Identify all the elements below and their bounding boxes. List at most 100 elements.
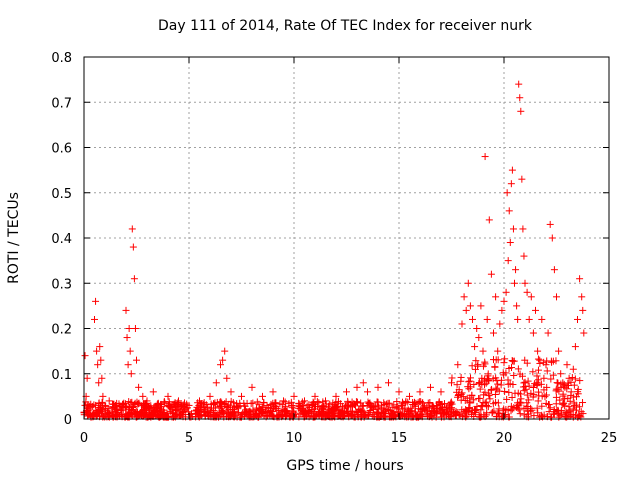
data-point	[519, 225, 527, 233]
dense-noise-band	[80, 355, 587, 421]
data-point	[93, 347, 101, 355]
data-marks	[80, 80, 588, 421]
data-point	[105, 397, 113, 405]
data-point	[514, 315, 522, 323]
data-point	[374, 383, 382, 391]
data-point	[227, 388, 235, 396]
data-point	[473, 325, 481, 332]
x-axis-title: GPS time / hours	[286, 458, 403, 474]
data-point	[364, 388, 371, 396]
data-point	[83, 374, 91, 382]
data-point	[99, 392, 107, 400]
y-tick-label: 0.7	[51, 96, 72, 111]
data-point	[164, 392, 172, 400]
data-point	[534, 347, 542, 355]
x-tick-label: 15	[391, 431, 408, 446]
data-point	[427, 383, 434, 391]
data-point	[550, 266, 558, 274]
data-point	[513, 302, 521, 310]
data-point	[95, 379, 103, 387]
data-point	[548, 234, 556, 242]
data-point	[504, 257, 512, 265]
data-point	[574, 315, 581, 323]
data-point	[553, 293, 560, 301]
data-point	[490, 329, 497, 337]
data-point	[517, 107, 525, 115]
data-point	[507, 180, 515, 188]
x-tick-label: 0	[80, 431, 88, 446]
data-point	[521, 279, 529, 287]
data-point	[395, 388, 403, 396]
data-point	[515, 80, 523, 88]
data-point	[269, 388, 277, 396]
data-point	[131, 325, 139, 332]
data-point	[503, 189, 511, 197]
data-point	[555, 347, 563, 355]
data-point	[127, 370, 135, 378]
y-tick-label: 0.6	[51, 142, 72, 157]
x-tick-labels: 0 5 10 15 20 25	[80, 431, 617, 446]
y-tick-label: 0	[64, 413, 72, 428]
data-point	[458, 320, 466, 328]
data-point	[437, 388, 445, 396]
data-point	[464, 279, 472, 287]
data-point	[505, 207, 513, 215]
y-tick-label: 0.8	[51, 51, 72, 66]
data-point	[462, 306, 470, 314]
data-point	[123, 334, 131, 342]
data-point	[516, 94, 524, 102]
data-point	[130, 275, 138, 283]
data-point	[385, 379, 392, 387]
data-point	[511, 279, 518, 287]
data-point	[529, 329, 537, 337]
data-point	[129, 243, 137, 251]
data-point	[500, 297, 508, 305]
data-point	[563, 361, 571, 369]
data-point	[91, 315, 98, 323]
data-point	[527, 293, 535, 301]
data-point	[557, 370, 565, 378]
y-tick-label: 0.1	[51, 368, 72, 383]
data-point	[494, 347, 502, 355]
data-point	[406, 392, 413, 400]
data-point	[502, 288, 510, 296]
data-point	[477, 302, 485, 310]
data-point	[580, 329, 588, 337]
data-point	[238, 392, 245, 400]
data-point	[139, 392, 147, 400]
data-point	[290, 392, 298, 400]
data-point	[525, 315, 533, 323]
y-tick-label: 0.5	[51, 187, 72, 202]
data-point	[353, 383, 361, 391]
grid-layer	[84, 57, 609, 419]
data-point	[578, 293, 586, 301]
y-tick-label: 0.2	[51, 323, 72, 338]
data-point	[538, 315, 546, 323]
data-point	[332, 392, 340, 400]
data-point	[248, 383, 256, 391]
data-point	[124, 361, 132, 369]
data-point	[475, 334, 483, 342]
y-tick-label: 0.3	[51, 277, 72, 292]
y-axis-title: ROTI / TECUs	[6, 192, 22, 284]
data-point	[454, 361, 462, 369]
data-point	[485, 216, 493, 224]
data-point	[81, 352, 89, 360]
data-point	[487, 270, 495, 278]
data-point	[492, 293, 500, 301]
data-point	[135, 383, 143, 391]
data-point	[98, 374, 106, 382]
data-point	[518, 175, 526, 183]
x-tick-label: 25	[601, 431, 618, 446]
data-point	[359, 379, 367, 387]
data-point	[416, 388, 424, 396]
axis-ticks	[83, 56, 610, 420]
data-point	[483, 315, 491, 323]
data-point	[219, 356, 227, 364]
data-point	[149, 388, 157, 396]
data-point	[122, 306, 130, 314]
data-point	[471, 343, 479, 351]
y-tick-labels: 0 0.1 0.2 0.3 0.4 0.5 0.6 0.7 0.8	[51, 51, 72, 428]
data-point	[133, 356, 140, 364]
data-point	[509, 225, 517, 233]
